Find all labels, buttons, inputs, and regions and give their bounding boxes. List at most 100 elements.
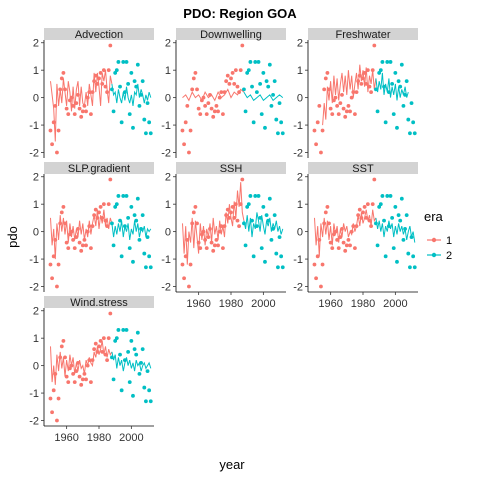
point-era2-downwelling-5 xyxy=(250,84,254,89)
point-era1-freshwater-3 xyxy=(317,103,322,108)
point-era1-advection-17 xyxy=(76,92,80,97)
point-era1-sst-7 xyxy=(323,210,328,215)
point-era1-sst-28 xyxy=(357,207,362,212)
y-tick-label-wind-stress-1: -1 xyxy=(29,388,39,400)
panels-group: Advection-2-1012Downwelling-2-1012Freshw… xyxy=(29,28,418,444)
series-line-era1-downwelling xyxy=(182,88,245,102)
point-era2-ssh-14 xyxy=(264,213,269,218)
point-era2-advection-16 xyxy=(135,62,140,67)
point-era2-freshwater-7 xyxy=(385,60,390,64)
series-line-era2-advection xyxy=(111,83,152,106)
point-era1-downwelling-35 xyxy=(237,90,241,95)
panel-wind-stress: Wind.stress -2 -1 0 1 2 1960 1980 2000 xyxy=(29,296,154,444)
point-era2-sst-7 xyxy=(385,194,390,198)
point-era2-advection-8 xyxy=(122,90,127,95)
point-era1-slp-gradient-34 xyxy=(103,218,108,223)
point-era2-advection-10 xyxy=(126,82,131,86)
point-era1-advection-24 xyxy=(87,90,92,95)
point-era1-freshwater-14 xyxy=(335,103,340,108)
point-era1-slp-gradient-3 xyxy=(53,237,58,242)
point-era2-sst-3 xyxy=(378,202,383,207)
point-era1-advection-5 xyxy=(56,128,61,133)
point-era2-sst-24 xyxy=(412,265,417,270)
series-line-era2-downwelling xyxy=(243,91,284,102)
point-era2-downwelling-4 xyxy=(248,60,253,64)
point-era2-advection-2 xyxy=(113,71,118,75)
point-era2-downwelling-22 xyxy=(277,101,282,106)
point-era2-sst-12 xyxy=(393,205,398,209)
point-era1-freshwater-21 xyxy=(346,103,351,108)
point-era2-downwelling-24 xyxy=(280,131,285,136)
y-tick-label-advection-3: 1 xyxy=(33,65,39,77)
point-era2-sst-23 xyxy=(411,254,416,259)
panel-freshwater: Freshwater -2 -1 0 1 2 xyxy=(293,28,418,160)
point-era1-advection-10 xyxy=(64,106,69,111)
point-era2-freshwater-4 xyxy=(380,60,385,64)
point-era1-freshwater-16 xyxy=(338,101,343,106)
point-era2-freshwater-2 xyxy=(377,71,382,75)
strip-wind-stress xyxy=(44,296,154,308)
point-era2-advection-11 xyxy=(127,112,132,116)
point-era1-ssh-17 xyxy=(208,226,212,231)
point-era1-advection-21 xyxy=(82,103,87,108)
point-era1-advection-23 xyxy=(85,95,90,100)
point-era1-sst-19 xyxy=(343,248,348,253)
point-era2-ssh-5 xyxy=(250,218,254,223)
point-era1-downwelling-10 xyxy=(196,106,201,111)
point-era1-wind-stress-29 xyxy=(95,350,100,354)
point-era1-ssh-1 xyxy=(182,276,186,281)
point-era1-ssh-34 xyxy=(235,218,240,223)
y-tick-label-freshwater-4: 2 xyxy=(297,38,303,50)
point-era1-sst-26 xyxy=(354,224,359,229)
point-era2-freshwater-0 xyxy=(374,87,378,92)
point-era1-advection-28 xyxy=(93,73,98,78)
point-era1-sst-35 xyxy=(369,224,373,229)
point-era1-wind-stress-31 xyxy=(98,339,103,343)
point-era2-downwelling-20 xyxy=(274,117,279,122)
point-era2-ssh-4 xyxy=(248,194,253,198)
point-era2-sst-1 xyxy=(375,243,380,248)
point-era1-freshwater-29 xyxy=(359,82,364,86)
point-era1-sst-15 xyxy=(336,246,341,250)
panel-downwelling: Downwelling -2 -1 0 1 2 xyxy=(161,28,286,160)
point-era1-downwelling-14 xyxy=(203,103,208,108)
point-era1-freshwater-28 xyxy=(357,73,362,78)
point-era2-ssh-6 xyxy=(251,254,256,259)
point-era2-advection-20 xyxy=(142,117,147,122)
point-era1-wind-stress-0 xyxy=(48,396,53,401)
point-era1-wind-stress-24 xyxy=(87,358,92,363)
point-era2-downwelling-10 xyxy=(258,82,263,86)
point-era2-slp-gradient-7 xyxy=(121,194,126,198)
point-era1-downwelling-2 xyxy=(183,120,188,125)
point-era1-advection-36 xyxy=(106,68,111,73)
point-era1-freshwater-10 xyxy=(328,106,333,111)
point-era2-wind-stress-18 xyxy=(139,360,143,365)
point-era1-downwelling-19 xyxy=(211,114,216,119)
point-era1-freshwater-34 xyxy=(367,84,372,89)
point-era1-slp-gradient-30 xyxy=(97,210,101,215)
point-era1-slp-gradient-8 xyxy=(61,205,66,209)
point-era2-freshwater-21 xyxy=(408,131,412,136)
point-era1-sst-17 xyxy=(340,226,344,231)
point-era2-ssh-18 xyxy=(271,226,275,231)
point-era1-sst-37 xyxy=(372,177,377,182)
point-era1-advection-1 xyxy=(50,142,54,147)
point-era1-wind-stress-34 xyxy=(103,352,108,357)
point-era1-sst-13 xyxy=(333,229,338,234)
point-era1-advection-29 xyxy=(95,82,100,86)
point-era2-slp-gradient-4 xyxy=(116,194,121,198)
x-tick-label-sst-0: 1960 xyxy=(318,298,342,310)
point-era1-slp-gradient-0 xyxy=(48,262,53,267)
point-era2-slp-gradient-15 xyxy=(134,218,139,223)
point-era2-sst-18 xyxy=(403,226,407,231)
point-era2-sst-4 xyxy=(380,194,385,198)
point-era1-downwelling-4 xyxy=(187,150,191,155)
point-era2-freshwater-10 xyxy=(390,82,395,86)
point-era2-freshwater-8 xyxy=(386,90,391,95)
point-era2-ssh-17 xyxy=(269,237,274,242)
point-era2-wind-stress-2 xyxy=(113,339,118,343)
series-line-era1-wind-stress xyxy=(50,340,113,385)
point-era1-downwelling-17 xyxy=(208,92,212,97)
point-era1-sst-33 xyxy=(365,202,370,207)
